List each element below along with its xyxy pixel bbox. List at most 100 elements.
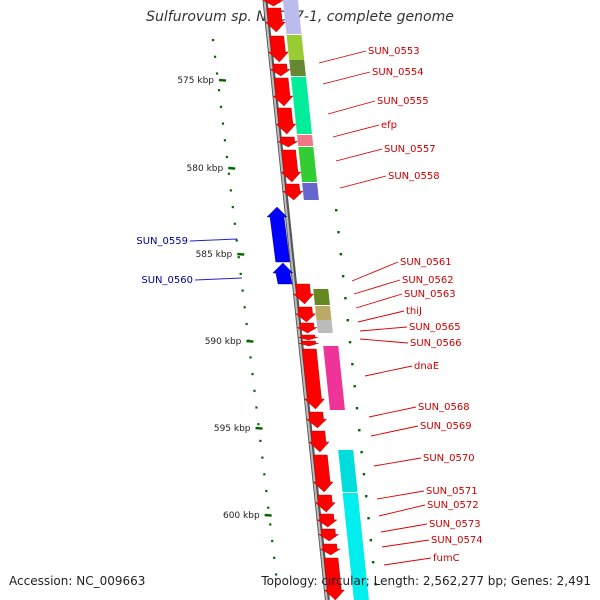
gene-label-sun_0566: SUN_0566 (410, 338, 462, 349)
outer-dot (351, 363, 354, 366)
forward-gene-arrow (282, 183, 304, 201)
forward-gene-arrow (275, 107, 297, 135)
outer-dot (348, 341, 352, 344)
gene-label-leader (322, 71, 371, 85)
gene-label-sun_0570: SUN_0570 (423, 453, 475, 464)
ruler-tick (218, 78, 227, 82)
ruler-dot (229, 189, 232, 192)
reverse-gene-arrow (266, 206, 290, 263)
ruler-label: 600 kbp (223, 511, 260, 521)
gc-skew-dots (212, 39, 377, 586)
genome-summary-text: Topology: circular; Length: 2,562,277 bp… (261, 574, 591, 588)
outer-dot (344, 297, 347, 300)
gene-label-sun_0561: SUN_0561 (400, 257, 452, 268)
ruler-dot (237, 256, 240, 259)
gene-label-fumc: fumC (433, 553, 460, 564)
cog-block (282, 0, 302, 34)
forward-gene-arrow (298, 340, 319, 347)
gene-label-leader (318, 50, 367, 64)
outer-dot (355, 407, 359, 410)
gene-label-sun_0565: SUN_0565 (409, 322, 461, 333)
forward-gene-arrow (280, 149, 302, 183)
gene-label-leader (351, 261, 399, 282)
outer-dot (337, 231, 340, 234)
gene-label-sun_0571: SUN_0571 (426, 486, 478, 497)
gene-label-leader (339, 175, 387, 189)
ruler-dot (255, 406, 258, 409)
ruler-label: 575 kbp (177, 76, 214, 86)
ruler-dot (273, 556, 276, 559)
ruler-label: 585 kbp (196, 250, 233, 260)
outer-dot (360, 451, 363, 454)
outer-dot (341, 275, 345, 278)
forward-gene-arrow (264, 7, 286, 33)
ruler-dot (221, 122, 225, 125)
gene-label-thij: thiJ (406, 306, 422, 317)
ruler-dot (261, 456, 264, 459)
gene-label-leader (368, 406, 417, 418)
gene-label-leader (359, 338, 409, 344)
gene-label-leader (359, 326, 408, 332)
gene-label-leader (373, 457, 422, 467)
gene-label-leader (332, 124, 380, 138)
ruler-dot (223, 139, 227, 142)
ruler-label: 590 kbp (205, 337, 242, 347)
outer-dot (335, 209, 338, 212)
ruler-tick (237, 252, 245, 256)
outer-dot (365, 495, 368, 498)
cog-block (302, 183, 319, 200)
forward-gene-arrow (317, 528, 340, 542)
gene-label-sun_0559: SUN_0559 (136, 236, 188, 247)
ruler-dot (251, 373, 254, 376)
cog-block (338, 450, 358, 492)
outer-dot (369, 539, 373, 542)
gene-label-sun_0560: SUN_0560 (141, 275, 193, 286)
gene-label-sun_0558: SUN_0558 (388, 171, 440, 182)
forward-gene-arrow (277, 136, 299, 148)
gene-label-leader (353, 279, 401, 295)
map-title: Sulfurovum sp. NBC37-1, complete genome (146, 9, 454, 25)
gene-track (262, 0, 345, 600)
outer-dot (346, 319, 349, 322)
outer-dot (374, 583, 377, 586)
gene-label-leader (355, 293, 403, 309)
gene-label-leader (370, 425, 419, 437)
gene-label-leader (380, 523, 428, 533)
forward-gene-arrow (308, 430, 330, 453)
gene-label-leader (376, 490, 425, 500)
gene-label-sun_0554: SUN_0554 (372, 67, 424, 78)
ruler-dot (231, 206, 234, 209)
ruler-dot (235, 239, 238, 242)
ruler-dot (217, 89, 221, 92)
ruler-dot (275, 573, 278, 576)
cog-block (298, 147, 318, 182)
gene-label-sun_0557: SUN_0557 (384, 144, 436, 155)
forward-gene-arrow (262, 0, 284, 7)
gene-label-sun_0563: SUN_0563 (404, 289, 456, 300)
forward-gene-arrow (319, 543, 341, 556)
kbp-ruler: 575 kbp 580 kbp 585 kbp 590 kbp 595 kbp 600 k… (177, 76, 272, 521)
cog-block (313, 289, 330, 305)
forward-gene-arrow (306, 411, 328, 429)
gene-label-sun_0553: SUN_0553 (368, 46, 420, 57)
forward-gene-arrow (272, 77, 294, 107)
ruler-dot (212, 39, 215, 42)
cog-block (342, 493, 369, 600)
ruler-dot (257, 423, 260, 426)
gene-label-leader (327, 100, 376, 115)
forward-gene-arrow (295, 306, 317, 323)
cog-block (316, 320, 333, 333)
gene-label-leader (357, 310, 405, 323)
ruler-dot (225, 155, 228, 159)
cog-track (282, 0, 369, 600)
ruler-tick (264, 513, 272, 517)
outer-dot (371, 561, 375, 564)
ruler-dot (271, 540, 274, 543)
ruler-dot (259, 439, 262, 442)
outer-dot (367, 517, 370, 520)
forward-gene-arrow (312, 454, 334, 493)
ruler-dot (249, 356, 252, 359)
forward-gene-arrow (302, 348, 325, 410)
